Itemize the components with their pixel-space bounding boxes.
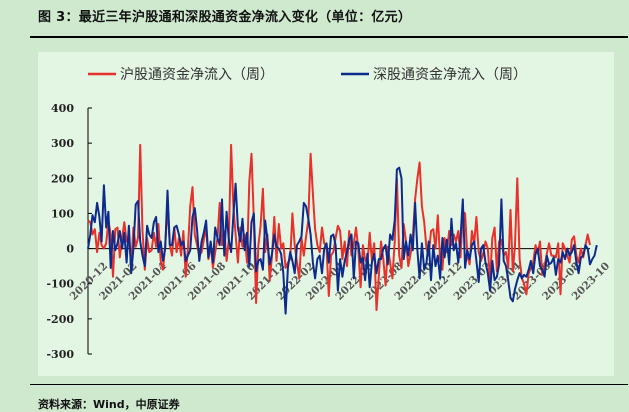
series-line-sh xyxy=(87,143,591,312)
series-line-sz xyxy=(87,166,598,315)
y-tick-label: -300 xyxy=(46,348,74,361)
bottom-rule xyxy=(30,384,628,385)
legend-label-sz: 深股通资金净流入（周） xyxy=(373,67,527,83)
y-tick-label: -100 xyxy=(46,278,74,291)
y-axis-ticks: 400 300 200 100 0 -100 -200 -300 xyxy=(46,102,92,361)
legend: 沪股通资金净流入（周） 深股通资金净流入（周） xyxy=(88,67,527,83)
legend-label-sh: 沪股通资金净流入（周） xyxy=(120,67,274,83)
source-note: 资料来源：Wind，中原证券 xyxy=(38,398,180,411)
y-tick-label: 200 xyxy=(51,172,74,185)
top-rule xyxy=(30,36,628,38)
y-tick-label: -200 xyxy=(46,313,74,326)
figure-title: 图 3：最近三年沪股通和深股通资金净流入变化（单位：亿元） xyxy=(38,10,412,25)
series-lines xyxy=(87,143,598,315)
y-tick-label: 100 xyxy=(51,207,74,220)
y-tick-label: 300 xyxy=(51,137,74,150)
y-tick-label: 400 xyxy=(51,102,74,115)
y-tick-label: 0 xyxy=(66,243,74,256)
